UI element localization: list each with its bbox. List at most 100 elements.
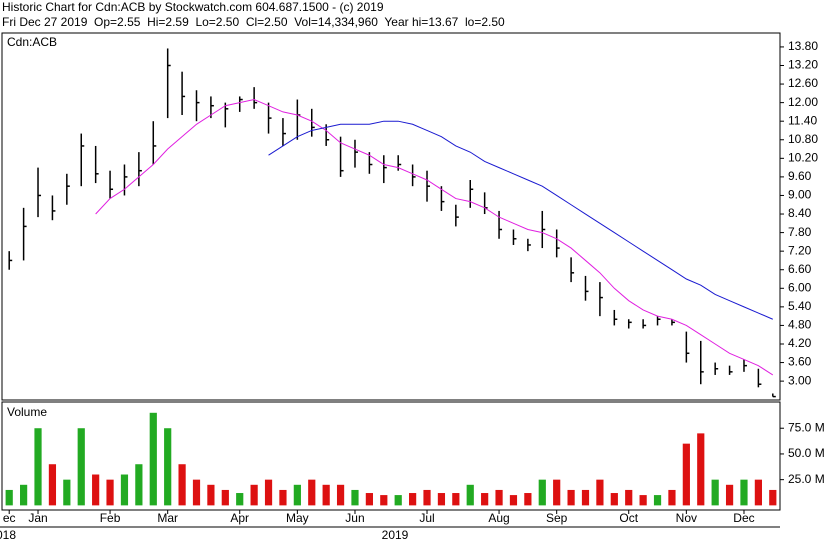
- y-tick-label: 8.40: [788, 206, 812, 220]
- header-title: Historic Chart for Cdn:ACB by Stockwatch…: [2, 0, 384, 14]
- volume-bar: [653, 495, 662, 506]
- y-tick-label: 75.0 M: [788, 420, 825, 434]
- y-tick-label: 12.00: [788, 95, 818, 109]
- volume-bar: [351, 489, 359, 506]
- x-tick-label: Aug: [488, 511, 509, 525]
- x-tick-label: Mar: [157, 511, 178, 525]
- x-tick-label: Dec: [733, 511, 754, 525]
- moving-average: [268, 120, 773, 320]
- volume-bar: [437, 493, 446, 506]
- volume-bar: [365, 493, 373, 506]
- volume-bar: [236, 493, 244, 506]
- volume-bar: [308, 479, 316, 506]
- volume-bar: [639, 495, 647, 506]
- x-tick-label: Nov: [676, 511, 697, 525]
- year-label: 2019: [382, 528, 409, 542]
- volume-bar: [264, 479, 273, 506]
- volume-bar: [293, 484, 301, 506]
- volume-bar: [682, 443, 690, 506]
- x-tick-label: Apr: [230, 511, 249, 525]
- volume-bar: [149, 412, 157, 506]
- y-tick-label: 3.60: [788, 355, 812, 369]
- volume-panel: [1, 401, 781, 511]
- y-tick-label: 7.80: [788, 225, 812, 239]
- y-tick-label: 4.20: [788, 336, 812, 350]
- y-tick-label: 3.00: [788, 373, 812, 387]
- symbol-label: Cdn:ACB: [7, 35, 57, 49]
- volume-bar: [711, 479, 719, 506]
- volume-bar: [279, 489, 287, 506]
- volume-bar: [524, 493, 532, 506]
- volume-bar: [135, 464, 143, 506]
- x-tick-label: ec: [3, 511, 16, 525]
- volume-bar: [668, 489, 676, 506]
- x-tick-label: Jun: [345, 511, 364, 525]
- volume-bar: [481, 493, 489, 506]
- y-tick-label: 50.0 M: [788, 446, 825, 460]
- y-tick-label: 25.0 M: [788, 472, 825, 486]
- x-tick-label: Feb: [100, 511, 121, 525]
- x-tick-label: Jan: [28, 511, 47, 525]
- y-tick-label: 4.80: [788, 318, 812, 332]
- x-tick-label: Sep: [546, 511, 568, 525]
- volume-bar: [20, 484, 28, 506]
- volume-bar: [192, 479, 201, 506]
- volume-bar: [581, 489, 590, 506]
- volume-bar: [754, 479, 762, 506]
- x-tick-label: Jul: [419, 511, 434, 525]
- volume-bar: [423, 489, 431, 506]
- volume-bar: [92, 474, 100, 506]
- volume-bar: [77, 428, 85, 506]
- volume-bar: [221, 489, 229, 506]
- header-quote: Fri Dec 27 2019 Op=2.55 Hi=2.59 Lo=2.50 …: [2, 15, 505, 29]
- volume-bar: [34, 428, 42, 506]
- volume-bar: [452, 493, 460, 506]
- volume-bar: [322, 484, 330, 506]
- volume-bar: [509, 495, 518, 506]
- volume-bar: [697, 433, 705, 506]
- y-tick-label: 9.00: [788, 188, 812, 202]
- volume-bar: [466, 484, 474, 506]
- y-tick-label: 13.80: [788, 39, 818, 53]
- volume-bar: [625, 489, 633, 506]
- volume-label: Volume: [7, 405, 47, 419]
- volume-bar: [596, 479, 604, 506]
- volume-bar: [178, 464, 186, 506]
- volume-bar: [63, 479, 71, 506]
- y-tick-label: 7.20: [788, 243, 812, 257]
- y-tick-label: 6.60: [788, 262, 812, 276]
- volume-bar: [207, 484, 215, 506]
- volume-bar: [553, 479, 561, 506]
- volume-bar: [5, 489, 13, 506]
- y-tick-label: 10.20: [788, 150, 818, 164]
- y-tick-label: 12.60: [788, 76, 818, 90]
- volume-bar: [48, 464, 57, 506]
- x-tick-label: Oct: [619, 511, 638, 525]
- year-label: 018: [0, 528, 16, 542]
- price-panel: [1, 32, 781, 401]
- y-tick-label: 6.00: [788, 280, 812, 294]
- volume-bar: [336, 484, 345, 506]
- y-tick-label: 5.40: [788, 299, 812, 313]
- volume-bar: [380, 495, 388, 506]
- y-tick-label: 13.20: [788, 58, 818, 72]
- volume-bar: [495, 489, 503, 506]
- volume-bar: [610, 493, 618, 506]
- volume-bar: [409, 493, 417, 506]
- moving-average: [95, 99, 774, 376]
- volume-bar: [250, 484, 258, 506]
- y-tick-label: 10.80: [788, 132, 818, 146]
- volume-bar: [106, 479, 114, 506]
- y-tick-label: 9.60: [788, 169, 812, 183]
- y-tick-label: 11.40: [788, 113, 817, 127]
- volume-bar: [394, 495, 402, 506]
- volume-bar: [538, 479, 546, 506]
- volume-bar: [769, 489, 777, 506]
- volume-bar: [120, 474, 129, 506]
- volume-bar: [164, 428, 172, 506]
- volume-bar: [567, 489, 575, 506]
- volume-bar: [725, 484, 734, 506]
- volume-bar: [740, 479, 748, 506]
